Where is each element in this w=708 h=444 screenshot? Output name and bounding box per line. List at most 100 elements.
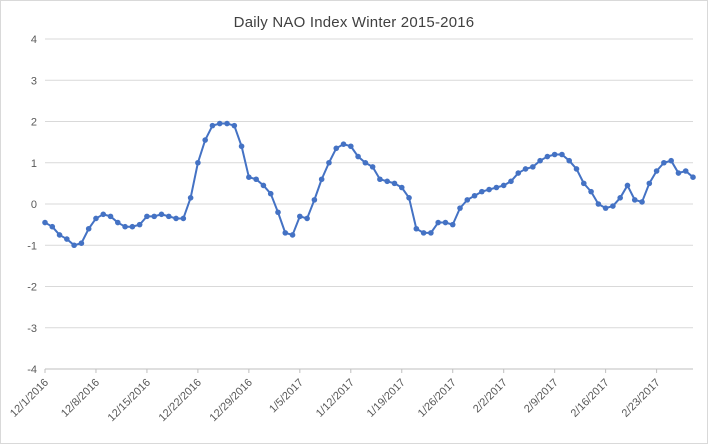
data-point-marker	[107, 213, 114, 220]
data-point-marker	[93, 215, 99, 222]
data-point-marker	[690, 174, 696, 180]
data-point-marker	[224, 120, 230, 127]
data-point-marker	[544, 153, 551, 160]
data-point-marker	[384, 178, 391, 185]
chart-title: Daily NAO Index Winter 2015-2016	[233, 14, 475, 31]
data-point-marker	[209, 122, 216, 129]
data-point-marker	[377, 176, 383, 183]
data-point-marker	[457, 205, 463, 211]
data-point-marker	[231, 122, 238, 129]
data-point-marker	[340, 141, 347, 147]
data-point-marker	[406, 195, 412, 201]
data-point-marker	[449, 221, 456, 228]
data-point-marker	[253, 176, 259, 183]
data-point-marker	[238, 143, 245, 150]
data-point-marker	[653, 168, 660, 174]
x-axis-label: 1/26/2017	[416, 377, 459, 420]
data-point-marker	[580, 180, 587, 187]
x-axis-label: 1/19/2017	[365, 377, 408, 420]
data-point-marker	[515, 170, 522, 176]
data-point-marker	[464, 197, 471, 203]
data-point-marker	[304, 215, 310, 222]
data-point-marker	[595, 201, 602, 207]
data-point-marker	[493, 184, 500, 191]
y-axis-label: 1	[31, 158, 37, 170]
y-axis-label: 4	[31, 34, 37, 46]
data-point-marker	[500, 182, 507, 189]
data-point-marker	[588, 188, 594, 195]
data-point-marker	[486, 186, 492, 193]
data-point-marker	[136, 221, 143, 228]
data-point-marker	[602, 205, 609, 211]
data-point-marker	[311, 197, 318, 203]
data-point-marker	[617, 195, 623, 201]
data-point-marker	[646, 180, 653, 187]
data-point-marker	[173, 215, 179, 222]
data-point-marker	[530, 164, 536, 170]
data-point-marker	[675, 170, 682, 176]
x-axis-label: 12/29/2016	[208, 377, 255, 424]
data-point-marker	[471, 192, 478, 199]
data-point-marker	[49, 223, 56, 230]
data-point-marker	[624, 182, 631, 189]
data-point-marker	[122, 223, 128, 230]
data-point-marker	[551, 151, 558, 158]
data-point-marker	[129, 223, 136, 230]
data-point-marker	[355, 153, 361, 160]
data-point-marker	[391, 180, 398, 187]
data-point-marker	[522, 166, 529, 172]
data-point-marker	[64, 236, 70, 242]
nao-series-line	[44, 122, 694, 247]
data-point-marker	[682, 168, 689, 174]
data-point-marker	[297, 213, 303, 220]
data-point-marker	[85, 225, 92, 232]
y-axis-label: -2	[27, 282, 37, 294]
data-point-marker	[668, 157, 674, 164]
data-point-marker	[158, 211, 165, 218]
data-point-marker	[56, 232, 63, 238]
data-point-marker	[195, 159, 201, 166]
data-point-marker	[100, 211, 107, 218]
data-point-marker	[326, 159, 332, 166]
data-point-marker	[559, 151, 565, 158]
x-axis-label: 12/1/2016	[8, 377, 51, 420]
x-axis-label: 2/9/2017	[522, 377, 561, 416]
data-point-marker	[631, 197, 638, 203]
data-point-marker	[420, 230, 427, 236]
data-point-marker	[71, 242, 77, 249]
data-point-marker	[151, 213, 158, 220]
x-axis-label: 12/22/2016	[157, 377, 204, 424]
data-point-marker	[479, 188, 485, 195]
data-point-marker	[639, 199, 645, 205]
x-axis-label: 12/8/2016	[59, 377, 102, 420]
y-axis-label: 2	[31, 117, 37, 129]
data-point-marker	[428, 230, 434, 236]
x-axis-label: 1/12/2017	[314, 377, 357, 420]
y-axis-label: -3	[27, 323, 37, 335]
data-point-marker	[165, 213, 172, 220]
data-point-marker	[260, 182, 267, 189]
x-axis-label: 2/2/2017	[471, 377, 510, 416]
data-point-marker	[362, 159, 369, 166]
data-point-marker	[508, 178, 514, 185]
chart-plot-area: 4 3 2 1 0 -1 -2 -3 -412/1/2016 12/8/2016 12/15/201…	[8, 34, 696, 424]
data-point-marker	[42, 219, 48, 226]
y-axis-label: 0	[31, 199, 37, 211]
data-point-marker	[318, 176, 325, 183]
data-point-marker	[78, 240, 85, 246]
data-point-marker	[398, 184, 405, 191]
y-axis-label: -4	[27, 364, 37, 376]
data-point-marker	[115, 219, 121, 226]
x-axis-label: 1/5/2017	[267, 377, 306, 416]
y-axis-label: 3	[31, 75, 37, 87]
x-axis-label: 2/23/2017	[620, 377, 663, 420]
data-point-marker	[216, 120, 223, 127]
data-point-marker	[187, 195, 194, 201]
y-axis-label: -1	[27, 240, 37, 252]
data-point-marker	[246, 174, 252, 180]
data-point-marker	[610, 203, 616, 209]
x-axis-label: 2/16/2017	[569, 377, 612, 420]
data-point-marker	[442, 219, 449, 226]
data-point-marker	[267, 190, 274, 197]
data-point-marker	[369, 164, 376, 170]
